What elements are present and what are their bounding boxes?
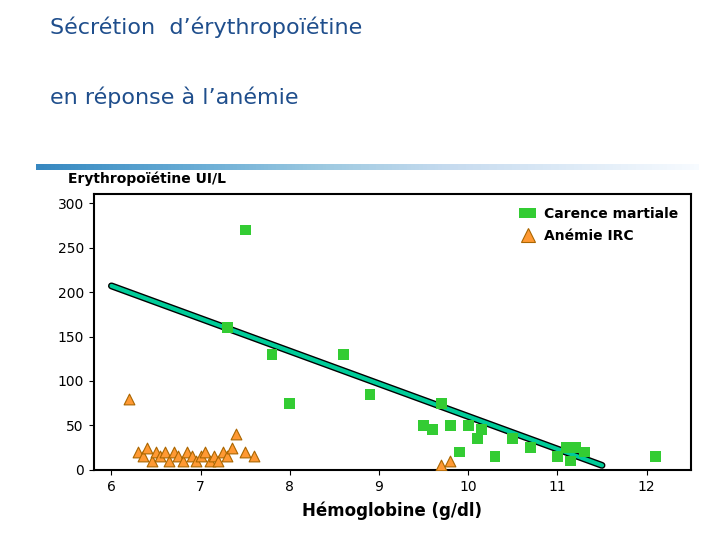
Point xyxy=(436,399,447,408)
Point xyxy=(230,430,242,438)
Point xyxy=(204,457,215,465)
Point xyxy=(190,457,202,465)
Point xyxy=(132,448,144,456)
Point xyxy=(173,452,184,461)
Text: Sécrétion  d’érythropoïétine: Sécrétion d’érythropoïétine xyxy=(50,16,363,38)
X-axis label: Hémoglobine (g/dl): Hémoglobine (g/dl) xyxy=(302,502,482,521)
Point xyxy=(472,434,483,443)
Point xyxy=(217,448,229,456)
Point xyxy=(284,399,296,408)
Point xyxy=(445,457,456,465)
Point xyxy=(199,448,211,456)
Point xyxy=(186,452,197,461)
Point xyxy=(137,452,148,461)
Point xyxy=(476,426,487,434)
Point xyxy=(240,448,251,456)
Point xyxy=(462,421,474,430)
Point xyxy=(445,421,456,430)
Point xyxy=(561,443,572,452)
Point xyxy=(649,452,661,461)
Text: Erythropоïétine UI/L: Erythropоïétine UI/L xyxy=(68,172,226,186)
Point xyxy=(195,452,207,461)
Point xyxy=(208,452,220,461)
Point xyxy=(507,434,518,443)
Point xyxy=(168,448,179,456)
Point xyxy=(141,443,153,452)
Point xyxy=(570,443,581,452)
Point xyxy=(222,323,233,332)
Point xyxy=(418,421,429,430)
Point xyxy=(146,457,158,465)
Point xyxy=(338,350,349,359)
Point xyxy=(222,452,233,461)
Point xyxy=(364,390,376,399)
Point xyxy=(226,443,238,452)
Point xyxy=(150,448,162,456)
Point xyxy=(212,457,224,465)
Point xyxy=(489,452,500,461)
Point xyxy=(436,461,447,470)
Point xyxy=(159,448,171,456)
Legend: Carence martiale, Anémie IRC: Carence martiale, Anémie IRC xyxy=(514,201,684,249)
Point xyxy=(565,457,577,465)
Point xyxy=(266,350,278,359)
Point xyxy=(578,448,590,456)
Text: en réponse à l’anémie: en réponse à l’anémie xyxy=(50,86,299,108)
Point xyxy=(240,226,251,234)
Point xyxy=(155,452,166,461)
Point xyxy=(427,426,438,434)
Point xyxy=(552,452,563,461)
Point xyxy=(181,448,193,456)
Point xyxy=(163,457,175,465)
Point xyxy=(124,394,135,403)
Point xyxy=(525,443,536,452)
Point xyxy=(177,457,189,465)
Point xyxy=(454,448,465,456)
Point xyxy=(248,452,260,461)
